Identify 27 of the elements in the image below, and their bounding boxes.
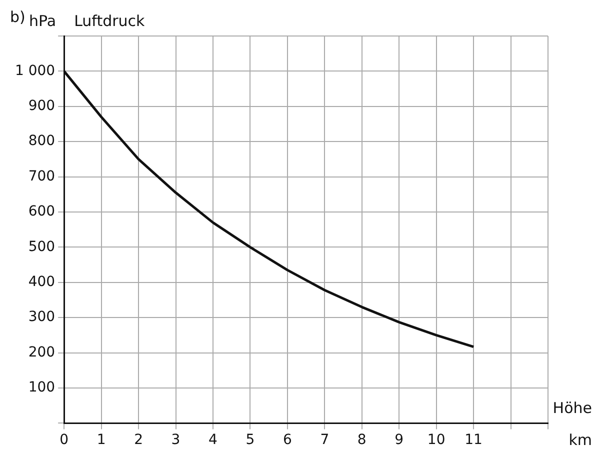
- x-tick-label: 2: [134, 432, 143, 448]
- x-tick-label: 3: [171, 432, 180, 448]
- text: hPa: [29, 12, 56, 30]
- y-tick-label: 900: [28, 98, 56, 114]
- y-axis-title: Luftdruck: [74, 12, 146, 30]
- y-tick-label: 300: [28, 309, 56, 326]
- x-tick-label: 11: [464, 432, 482, 448]
- x-tick-label: 5: [246, 432, 255, 448]
- y-tick-label: 200: [28, 344, 56, 360]
- y-tick-label: 700: [28, 168, 56, 184]
- text: km: [568, 431, 592, 450]
- y-tick-label: 800: [28, 133, 56, 150]
- x-tick-label: 1: [96, 432, 106, 448]
- y-tick-label: 1 000: [14, 62, 56, 79]
- x-tick-label: 8: [357, 432, 366, 448]
- x-tick-label: 4: [208, 432, 218, 448]
- x-tick-label: 7: [320, 432, 330, 448]
- x-axis-title: Höhe: [552, 399, 592, 418]
- x-tick-label: 10: [427, 432, 446, 448]
- y-tick-label: 100: [28, 380, 56, 396]
- y-tick-label: 400: [28, 274, 56, 290]
- x-tick-label: 6: [282, 432, 292, 448]
- x-tick-label: 0: [60, 432, 69, 448]
- y-tick-label: 500: [28, 238, 56, 255]
- x-tick-label: 9: [394, 432, 404, 448]
- chart-title: b): [10, 8, 26, 26]
- y-tick-label: 600: [28, 204, 56, 220]
